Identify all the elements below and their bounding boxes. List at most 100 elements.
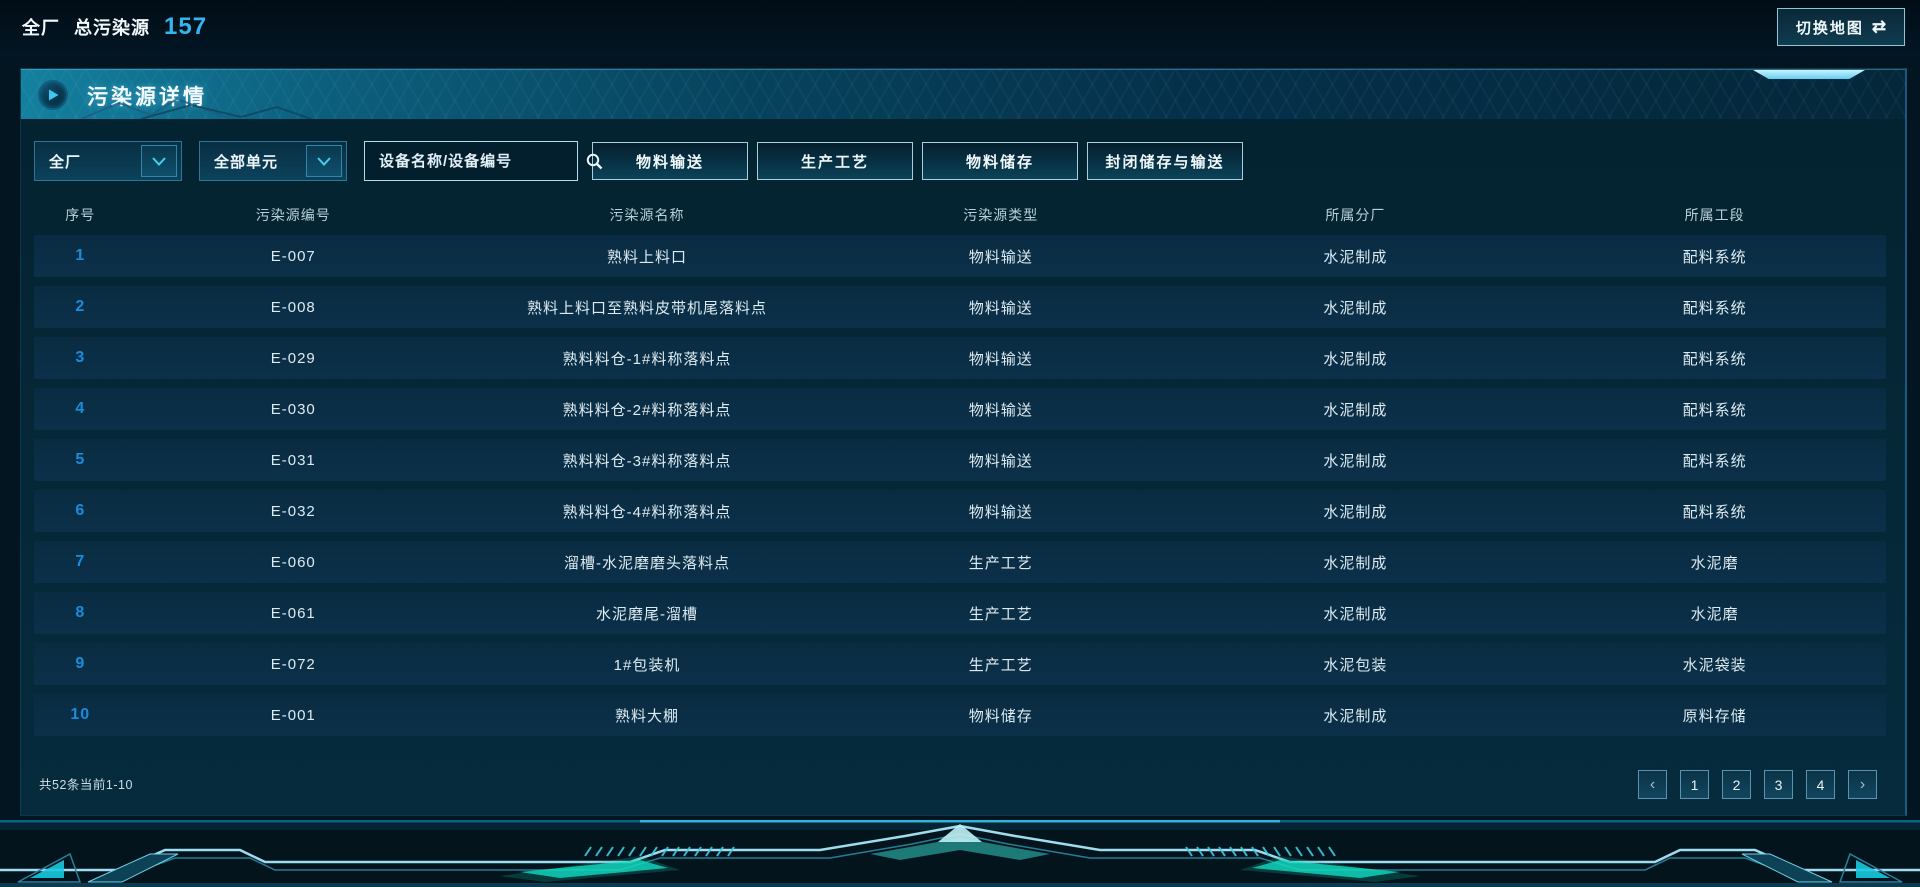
unit-select-value: 全部单元 <box>214 153 279 171</box>
page-button-2[interactable]: 2 <box>1722 770 1751 799</box>
cell-code: E-030 <box>270 400 316 418</box>
total-pollution-label: 总污染源 <box>74 18 150 38</box>
col-header-name: 污染源名称 <box>609 207 685 223</box>
cell-type: 物料输送 <box>968 503 1033 521</box>
switch-map-button[interactable]: 切换地图 ⇄ <box>1777 8 1905 46</box>
total-pollution-count: 157 <box>164 13 208 40</box>
cell-index[interactable]: 7 <box>75 553 86 570</box>
cell-index[interactable]: 10 <box>70 706 91 723</box>
mountain-decoration <box>81 97 311 119</box>
cell-factory: 水泥制成 <box>1323 350 1388 368</box>
cell-name: 熟料料仓-2#料称落料点 <box>562 401 732 419</box>
cell-section: 水泥磨 <box>1690 554 1739 572</box>
filter-button-material-transport[interactable]: 物料输送 <box>592 142 748 180</box>
page-button-1[interactable]: 1 <box>1680 770 1709 799</box>
cell-code: E-001 <box>270 706 316 724</box>
table-row[interactable]: 7 E-060 溜槽-水泥磨磨头落料点 生产工艺 水泥制成 水泥磨 <box>34 541 1886 583</box>
cell-section: 水泥袋装 <box>1682 656 1747 674</box>
col-header-type: 污染源类型 <box>963 207 1039 223</box>
panel-header: 污染源详情 <box>21 69 1905 119</box>
cell-factory: 水泥制成 <box>1323 503 1388 521</box>
cell-section: 配料系统 <box>1682 350 1747 368</box>
cell-name: 熟料上料口 <box>606 248 687 266</box>
pollution-source-table: 序号 污染源编号 污染源名称 污染源类型 所属分厂 所属工段 1 E-007 熟… <box>34 195 1886 745</box>
table-row[interactable]: 2 E-008 熟料上料口至熟料皮带机尾落料点 物料输送 水泥制成 配料系统 <box>34 286 1886 328</box>
col-header-index: 序号 <box>65 207 96 223</box>
cell-index[interactable]: 2 <box>75 298 86 315</box>
table-row[interactable]: 6 E-032 熟料料仓-4#料称落料点 物料输送 水泥制成 配料系统 <box>34 490 1886 532</box>
cell-index[interactable]: 1 <box>75 247 86 264</box>
device-search-input[interactable] <box>365 142 586 180</box>
cell-type: 生产工艺 <box>968 656 1033 674</box>
page-button-4[interactable]: 4 <box>1806 770 1835 799</box>
cell-code: E-032 <box>270 502 316 520</box>
cell-name: 熟料大棚 <box>614 707 679 725</box>
cell-section: 配料系统 <box>1682 299 1747 317</box>
cell-index[interactable]: 5 <box>75 451 86 468</box>
cell-section: 配料系统 <box>1682 248 1747 266</box>
cell-factory: 水泥制成 <box>1323 605 1388 623</box>
table-row[interactable]: 9 E-072 1#包装机 生产工艺 水泥包装 水泥袋装 <box>34 643 1886 685</box>
cell-index[interactable]: 8 <box>75 604 86 621</box>
factory-select[interactable]: 全厂 <box>34 141 182 181</box>
filter-button-production-process[interactable]: 生产工艺 <box>757 142 913 180</box>
cell-index[interactable]: 6 <box>75 502 86 519</box>
cell-section: 原料存储 <box>1682 707 1747 725</box>
col-header-section: 所属工段 <box>1684 207 1745 223</box>
cell-type: 物料输送 <box>968 299 1033 317</box>
page-button-3[interactable]: 3 <box>1764 770 1793 799</box>
top-bar: 全厂 总污染源 157 切换地图 ⇄ <box>0 0 1920 56</box>
chevron-down-icon[interactable] <box>141 145 177 177</box>
device-search-box <box>364 141 603 181</box>
pagination: ‹ 1 2 3 4 › <box>1638 770 1877 799</box>
scope-label: 全厂 <box>22 18 60 38</box>
prev-page-button[interactable]: ‹ <box>1638 770 1667 799</box>
cell-name: 溜槽-水泥磨磨头落料点 <box>564 554 730 572</box>
cell-name: 1#包装机 <box>613 656 681 674</box>
table-row[interactable]: 10 E-001 熟料大棚 物料储存 水泥制成 原料存储 <box>34 694 1886 736</box>
cell-name: 熟料料仓-3#料称落料点 <box>562 452 732 470</box>
cell-index[interactable]: 9 <box>75 655 86 672</box>
magnifier-icon[interactable] <box>586 153 603 170</box>
cell-name: 熟料料仓-4#料称落料点 <box>562 503 732 521</box>
cell-type: 物料储存 <box>968 707 1033 725</box>
cell-name: 水泥磨尾-溜槽 <box>596 605 698 623</box>
chevron-down-icon[interactable] <box>306 145 342 177</box>
table-row[interactable]: 4 E-030 熟料料仓-2#料称落料点 物料输送 水泥制成 配料系统 <box>34 388 1886 430</box>
cell-name: 熟料料仓-1#料称落料点 <box>562 350 732 368</box>
page-title: 全厂 总污染源 157 <box>22 13 207 41</box>
unit-select[interactable]: 全部单元 <box>199 141 347 181</box>
filter-button-closed-storage-transport[interactable]: 封闭储存与输送 <box>1087 142 1243 180</box>
table-row[interactable]: 8 E-061 水泥磨尾-溜槽 生产工艺 水泥制成 水泥磨 <box>34 592 1886 634</box>
cell-code: E-072 <box>270 655 316 673</box>
cell-name: 熟料上料口至熟料皮带机尾落料点 <box>526 299 767 317</box>
cell-index[interactable]: 3 <box>75 349 86 366</box>
next-page-button[interactable]: › <box>1848 770 1877 799</box>
cell-index[interactable]: 4 <box>75 400 86 417</box>
table-row[interactable]: 3 E-029 熟料料仓-1#料称落料点 物料输送 水泥制成 配料系统 <box>34 337 1886 379</box>
play-triangle-icon <box>49 89 59 101</box>
cell-code: E-031 <box>270 451 316 469</box>
col-header-code: 污染源编号 <box>255 207 331 223</box>
cell-type: 物料输送 <box>968 350 1033 368</box>
cell-section: 配料系统 <box>1682 452 1747 470</box>
cell-code: E-060 <box>270 553 316 571</box>
pagination-summary: 共52条当前1-10 <box>39 778 133 792</box>
filter-button-material-storage[interactable]: 物料储存 <box>922 142 1078 180</box>
table-row[interactable]: 5 E-031 熟料料仓-3#料称落料点 物料输送 水泥制成 配料系统 <box>34 439 1886 481</box>
cell-code: E-029 <box>270 349 316 367</box>
cell-code: E-008 <box>270 298 316 316</box>
cell-section: 配料系统 <box>1682 503 1747 521</box>
cell-factory: 水泥制成 <box>1323 401 1388 419</box>
bottom-hud-decoration <box>0 820 1920 887</box>
table-header-row: 序号 污染源编号 污染源名称 污染源类型 所属分厂 所属工段 <box>34 195 1886 235</box>
play-icon[interactable] <box>38 80 68 110</box>
cell-code: E-007 <box>270 247 316 265</box>
cell-type: 生产工艺 <box>968 554 1033 572</box>
factory-select-value: 全厂 <box>49 153 82 171</box>
col-header-factory: 所属分厂 <box>1325 207 1386 223</box>
cell-factory: 水泥制成 <box>1323 248 1388 266</box>
table-row[interactable]: 1 E-007 熟料上料口 物料输送 水泥制成 配料系统 <box>34 235 1886 277</box>
switch-map-label: 切换地图 <box>1795 19 1864 37</box>
cell-factory: 水泥制成 <box>1323 554 1388 572</box>
